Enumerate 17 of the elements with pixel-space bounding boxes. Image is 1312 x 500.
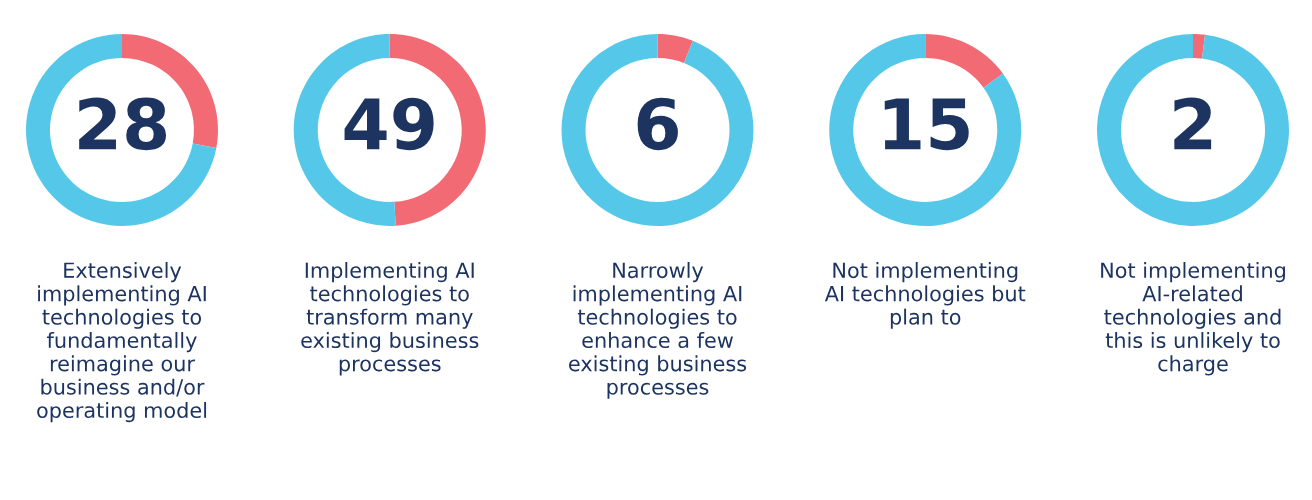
text: Not implementing AI technologies but plan to: [824, 262, 1026, 329]
text: Not implementing AI-related technologies and this is unlikely to charge: [1101, 262, 1285, 376]
donut-slice: [1193, 34, 1206, 59]
text: Implementing AI technologies to transform many existing business processes: [301, 262, 479, 376]
donut-slice: [26, 34, 217, 226]
donut-slice: [925, 34, 1003, 88]
data-label: 2: [1174, 97, 1212, 150]
text: Narrowly implementing AI technologies to enhance a few existing business processes: [569, 262, 747, 399]
text: Extensively implementing AI technologies to fundamentally reimagine our business and/or operating model: [37, 262, 207, 423]
data-label: 49: [344, 97, 434, 151]
donut-slice: [657, 34, 693, 64]
data-label: 28: [79, 97, 167, 151]
data-label: 6: [637, 97, 678, 151]
donut-slice: [561, 34, 754, 226]
data-label: 15: [884, 98, 969, 151]
donut-slice: [829, 34, 1022, 226]
donut-slice: [1097, 34, 1289, 226]
